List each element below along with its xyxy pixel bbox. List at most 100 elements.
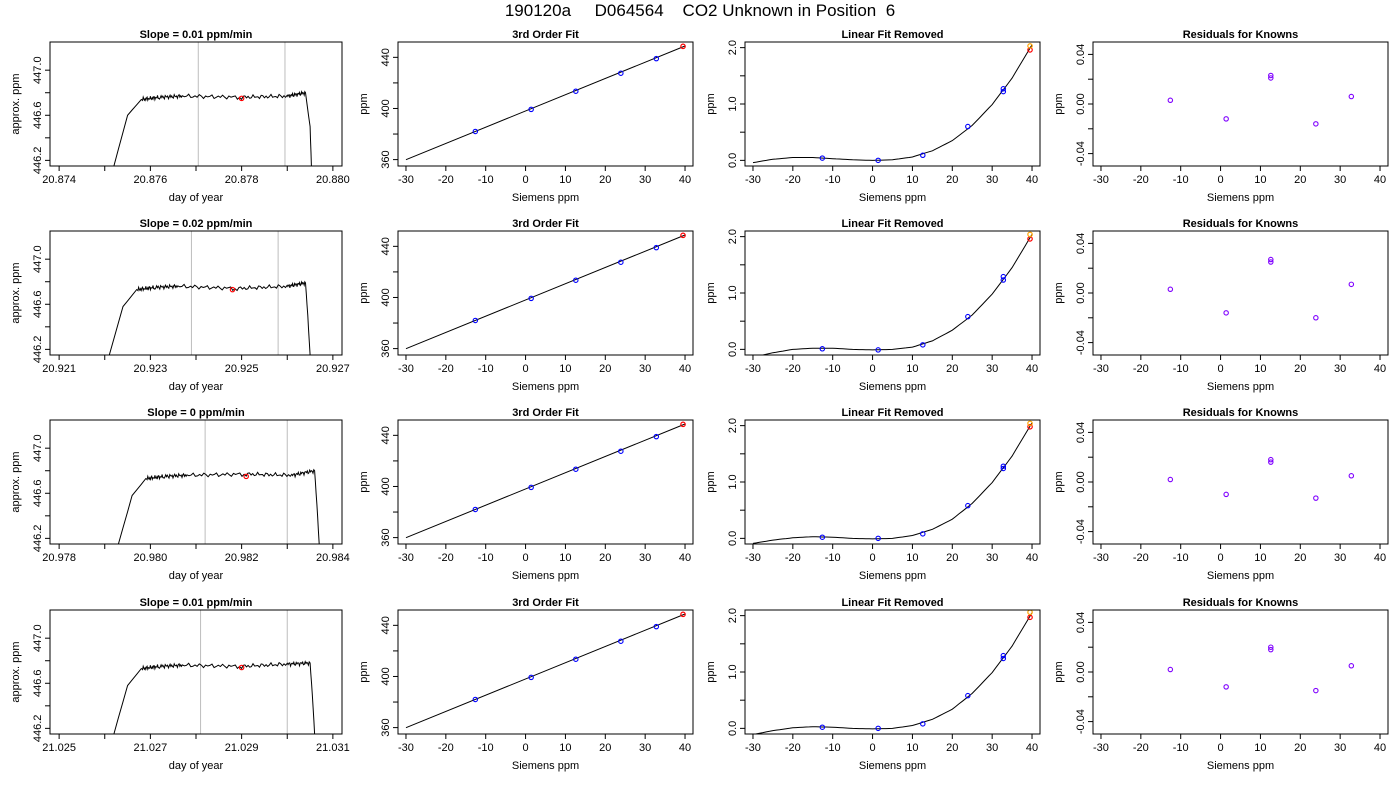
plot-data xyxy=(752,420,1033,544)
fit-line xyxy=(405,45,686,161)
sample-point xyxy=(1027,231,1033,238)
known-point xyxy=(1268,644,1274,650)
plot-frame xyxy=(744,230,1041,356)
known-point xyxy=(965,123,971,130)
sample-point xyxy=(238,95,245,102)
panel-1-3: Residuals for Knowns -30 -20 -10 0 10 20 30 40 -0… xyxy=(1053,218,1389,393)
x-tick-label: 30 xyxy=(1334,742,1346,754)
sample-point xyxy=(238,664,245,671)
known-point xyxy=(819,724,826,730)
y-axis-label: approx. ppm xyxy=(10,641,22,702)
plot-title: Residuals for Knowns xyxy=(1183,218,1299,230)
known-point xyxy=(1268,456,1274,463)
x-tick-label: 10 xyxy=(1254,174,1266,186)
x-tick-label: 10 xyxy=(906,363,918,375)
known-point xyxy=(1313,315,1319,321)
y-tick-label: 0.0 xyxy=(727,342,739,357)
y-tick-label: 440 xyxy=(380,616,392,634)
x-tick-label: -20 xyxy=(438,363,454,375)
x-tick-label: 10 xyxy=(559,552,571,564)
x-tick-label: 21.025 xyxy=(42,742,76,754)
y-tick-label: 446.2 xyxy=(32,147,44,175)
x-tick-label: 20 xyxy=(1294,552,1306,564)
panel-1-2: Linear Fit Removed -30 -20 -10 0 10 20 30 40 0.0 1… xyxy=(705,218,1041,393)
x-tick-label: 30 xyxy=(639,363,651,375)
known-point xyxy=(920,152,926,159)
y-tick-label: 0.00 xyxy=(1075,661,1087,682)
panel-0-2: Linear Fit Removed -30 -20 -10 0 10 20 30 40 0.0 1… xyxy=(705,29,1041,204)
plot-frame xyxy=(49,419,343,545)
plot-data xyxy=(760,231,1033,355)
known-point xyxy=(920,342,926,348)
x-tick-label: 20 xyxy=(946,363,958,375)
plot-data xyxy=(1167,456,1355,501)
y-tick-label: 0.00 xyxy=(1075,471,1087,492)
plot-title: Linear Fit Removed xyxy=(841,407,943,419)
x-tick-label: 30 xyxy=(986,742,998,754)
known-point xyxy=(618,448,624,454)
plot-title: Linear Fit Removed xyxy=(841,597,943,609)
y-tick-label: 0.04 xyxy=(1075,233,1087,254)
y-tick-label: 446.6 xyxy=(32,480,44,508)
known-point xyxy=(1268,75,1274,81)
known-point xyxy=(653,55,660,62)
plot-frame xyxy=(49,230,343,356)
y-axis-label: ppm xyxy=(358,471,370,492)
x-tick-label: 40 xyxy=(1026,742,1038,754)
known-point xyxy=(1348,663,1355,669)
x-tick-label: -20 xyxy=(785,742,801,754)
x-tick-label: -10 xyxy=(825,363,841,375)
x-axis-label: Siemens ppm xyxy=(512,570,579,582)
x-tick-label: 10 xyxy=(559,363,571,375)
x-tick-label: -10 xyxy=(825,742,841,754)
plot-frame xyxy=(1092,419,1389,545)
fit-curve xyxy=(760,234,1033,355)
x-tick-label: 0 xyxy=(870,363,876,375)
x-axis-label: day of year xyxy=(169,760,224,772)
plot-frame xyxy=(397,230,694,356)
panel-3-0: Slope = 0.01 ppm/min 21.025 21.027 21.029 21… xyxy=(10,597,350,772)
known-point xyxy=(875,157,881,164)
x-tick-label: 20 xyxy=(599,363,611,375)
panel-1-1: 3rd Order Fit -30 -20 -10 0 10 20 30 40 360 400 440… xyxy=(358,218,694,393)
known-point xyxy=(1313,687,1319,694)
plot-title: Slope = 0.02 ppm/min xyxy=(140,218,253,230)
plot-title: Slope = 0.01 ppm/min xyxy=(140,29,253,41)
known-point xyxy=(1223,684,1229,690)
known-point xyxy=(1268,256,1274,263)
x-tick-label: 0 xyxy=(523,742,529,754)
y-tick-label: 446.6 xyxy=(32,670,44,698)
known-point xyxy=(965,313,971,320)
known-point xyxy=(472,317,479,324)
x-tick-label: 40 xyxy=(1374,174,1386,186)
x-tick-label: 30 xyxy=(986,363,998,375)
known-point xyxy=(653,623,660,630)
plot-data xyxy=(405,421,686,539)
plot-data xyxy=(108,231,311,355)
y-tick-label: 446.2 xyxy=(32,715,44,743)
panel-0-3: Residuals for Knowns -30 -20 -10 0 10 20 30 40 -0… xyxy=(1053,29,1389,204)
y-axis-label: approx. ppm xyxy=(10,73,22,134)
plot-data xyxy=(405,43,686,161)
x-tick-label: 21.027 xyxy=(134,742,168,754)
x-tick-label: 0 xyxy=(523,552,529,564)
known-point xyxy=(819,346,826,352)
x-tick-label: 10 xyxy=(906,552,918,564)
x-tick-label: 30 xyxy=(1334,552,1346,564)
y-tick-label: 446.6 xyxy=(32,291,44,319)
y-axis-label: ppm xyxy=(705,661,717,682)
x-tick-label: 21.031 xyxy=(316,742,350,754)
known-point xyxy=(653,433,660,440)
plot-data xyxy=(405,232,686,350)
x-axis-label: Siemens ppm xyxy=(512,192,579,204)
known-point xyxy=(920,721,926,727)
page-title: 190120a D064564 CO2 Unknown in Position … xyxy=(504,1,896,20)
plot-data xyxy=(405,611,686,729)
y-axis-label: ppm xyxy=(705,93,717,114)
x-tick-label: 0 xyxy=(1218,742,1224,754)
x-tick-label: 0 xyxy=(1218,174,1224,186)
y-axis-label: ppm xyxy=(358,282,370,303)
x-tick-label: 20.925 xyxy=(225,363,259,375)
plot-frame xyxy=(49,41,343,167)
